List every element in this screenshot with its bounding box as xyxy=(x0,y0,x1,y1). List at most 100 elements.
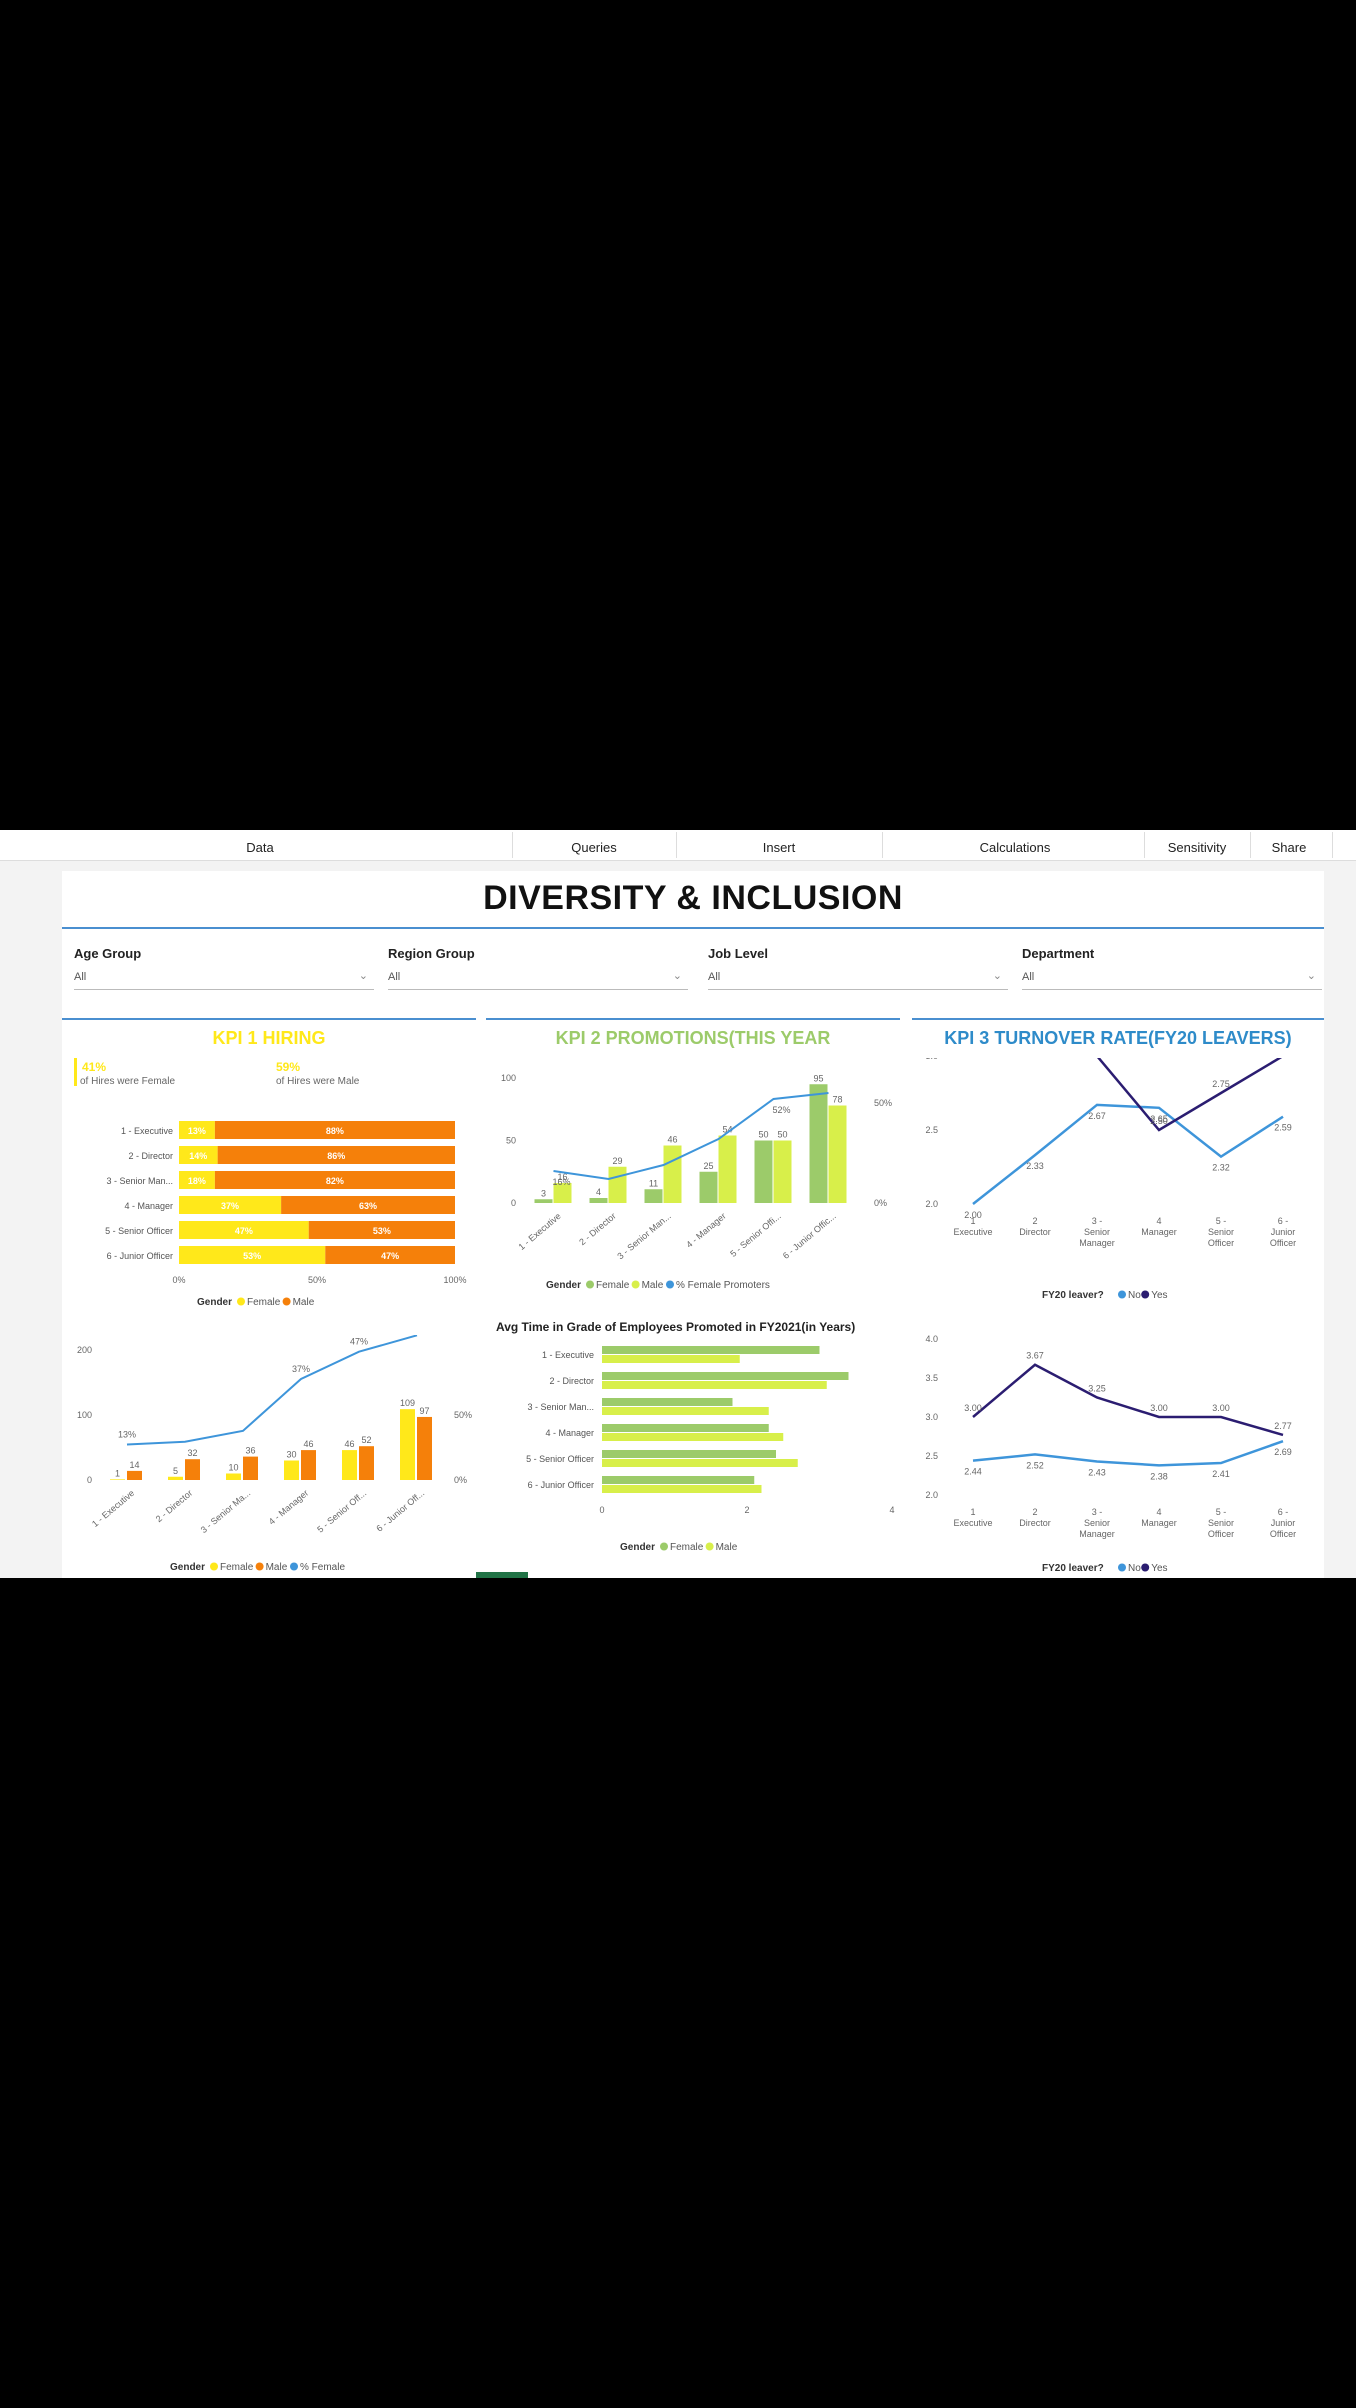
tab-data[interactable]: Data xyxy=(246,840,274,855)
bar-female xyxy=(699,1171,718,1203)
category-label: 1 - Executive xyxy=(516,1211,562,1252)
data-label: 2.00 xyxy=(964,1210,982,1220)
ribbon: Data Queries Insert Calculations Sensiti… xyxy=(0,830,1356,861)
y-tick-label: 3.0 xyxy=(925,1058,938,1061)
bar-female xyxy=(179,1221,309,1239)
bar-female xyxy=(179,1196,282,1214)
chevron-down-icon[interactable]: ⌄ xyxy=(358,970,368,982)
kpi3-title: KPI 3 TURNOVER RATE(FY20 LEAVERS) xyxy=(944,1028,1292,1048)
line-label: 47% xyxy=(350,1337,368,1347)
data-label: 11 xyxy=(649,1178,658,1188)
slicer-age-group[interactable]: Age Group All ⌄ xyxy=(74,946,374,990)
bar-female xyxy=(110,1479,125,1480)
chevron-down-icon[interactable]: ⌄ xyxy=(992,970,1002,982)
tab-calculations[interactable]: Calculations xyxy=(979,840,1051,855)
legend-label: Yes xyxy=(1151,1290,1167,1301)
bar-female xyxy=(602,1346,820,1354)
legend-label: Male xyxy=(266,1562,288,1573)
data-label: 16 xyxy=(557,1172,567,1182)
category-label: 6 - Junior Officer xyxy=(107,1251,173,1261)
bar-male xyxy=(214,1121,455,1139)
x-tick-label: 50% xyxy=(308,1275,326,1285)
data-label: 10 xyxy=(228,1463,238,1473)
category-label: 3 - Senior Ma... xyxy=(199,1488,253,1535)
category-label: 4 - Manager xyxy=(684,1211,728,1250)
slicer-region-group[interactable]: Region Group All ⌄ xyxy=(388,946,688,990)
line-label: 16% xyxy=(552,1177,570,1187)
tab-insert[interactable]: Insert xyxy=(762,840,796,855)
slicer-value: All xyxy=(74,971,87,983)
data-label: 29 xyxy=(612,1156,622,1166)
tab-share[interactable]: Share xyxy=(1271,840,1307,855)
category-label: 1 xyxy=(970,1216,975,1226)
slicer-department[interactable]: Department All ⌄ xyxy=(1022,946,1322,990)
category-label: 2 xyxy=(1032,1216,1037,1226)
bar-female xyxy=(179,1171,215,1189)
powerbi-window: Data Queries Insert Calculations Sensiti… xyxy=(0,830,1356,1578)
category-label: 2 xyxy=(1032,1507,1037,1517)
category-label: 6 - Junior Officer xyxy=(528,1480,594,1490)
slicer-job-level[interactable]: Job Level All ⌄ xyxy=(708,946,1008,990)
bar-female xyxy=(179,1121,215,1139)
x-tick-label: 4 xyxy=(889,1505,894,1515)
series-line-yes xyxy=(1097,1058,1283,1132)
legend-label: Yes xyxy=(1151,1563,1167,1574)
data-label: 46 xyxy=(303,1439,313,1449)
legend-label: % Female Promoters xyxy=(676,1280,770,1291)
category-label: 5 - Senior Officer xyxy=(526,1454,594,1464)
bar-male xyxy=(718,1135,737,1203)
x-tick-label: 0% xyxy=(172,1275,185,1285)
slicer-dropdown[interactable]: All ⌄ xyxy=(388,970,688,990)
data-label: 53% xyxy=(243,1251,261,1261)
ribbon-divider xyxy=(882,832,883,858)
data-label: 86% xyxy=(327,1151,345,1161)
series-line-yes xyxy=(972,1363,1284,1437)
data-label: 2.41 xyxy=(1212,1469,1230,1479)
tab-sensitivity[interactable]: Sensitivity xyxy=(1167,840,1227,855)
data-label: 46 xyxy=(344,1439,354,1449)
slicer-dropdown[interactable]: All ⌄ xyxy=(708,970,1008,990)
data-label: 52 xyxy=(361,1435,371,1445)
slicer-dropdown[interactable]: All ⌄ xyxy=(74,970,374,990)
data-label: 3.00 xyxy=(1150,1403,1168,1413)
data-label: 2.44 xyxy=(964,1467,982,1477)
data-label: 2.59 xyxy=(1274,1123,1292,1133)
data-label: 63% xyxy=(359,1201,377,1211)
data-label: 3.00 xyxy=(1212,1403,1230,1413)
data-label: 36 xyxy=(245,1446,255,1456)
bar-female xyxy=(342,1450,357,1480)
category-label: Officer xyxy=(1270,1529,1296,1539)
bar-female xyxy=(602,1398,733,1406)
category-label: Manager xyxy=(1141,1518,1177,1528)
ribbon-divider xyxy=(1250,832,1251,858)
slicer-dropdown[interactable]: All ⌄ xyxy=(1022,970,1322,990)
kpi1-title: KPI 1 HIRING xyxy=(212,1028,326,1048)
avg-time-chart: 1 - Executive 2 - Director 3 - Senior Man.… xyxy=(526,1346,895,1553)
category-label: 4 - Manager xyxy=(124,1201,173,1211)
chevron-down-icon[interactable]: ⌄ xyxy=(672,970,682,982)
slicer-label: Department xyxy=(1022,946,1095,961)
chevron-down-icon[interactable]: ⌄ xyxy=(1306,970,1316,982)
category-label: 5 - Senior Off... xyxy=(315,1488,368,1535)
category-label: 1 xyxy=(970,1507,975,1517)
bar-female xyxy=(754,1140,773,1203)
ribbon-divider xyxy=(512,832,513,858)
tab-queries[interactable]: Queries xyxy=(571,840,617,855)
data-label: 14 xyxy=(129,1460,139,1470)
bar-male xyxy=(602,1485,762,1493)
promotions-chart: 0 50 100 0% 50% 3 16 1 - Executive 4 29 2 - Direct… xyxy=(501,1073,892,1291)
hiring-share-chart: 1 - Executive 13% 88% 2 - Director 14% 86% 3 -… xyxy=(105,1121,467,1308)
sheet-tab-indicator[interactable] xyxy=(476,1572,528,1578)
pct-female-line xyxy=(126,1335,418,1446)
category-label: Officer xyxy=(1208,1529,1234,1539)
slicer-label: Job Level xyxy=(708,946,768,961)
bar-female xyxy=(168,1476,183,1480)
data-label: 3 xyxy=(541,1188,546,1198)
category-label: 6 - Junior Offic... xyxy=(781,1211,838,1261)
legend-label: Female xyxy=(247,1297,281,1308)
legend-marker xyxy=(282,1297,291,1306)
category-label: Senior xyxy=(1208,1227,1234,1237)
category-label: 2 - Director xyxy=(154,1488,195,1524)
data-label: 2.33 xyxy=(1026,1161,1044,1171)
